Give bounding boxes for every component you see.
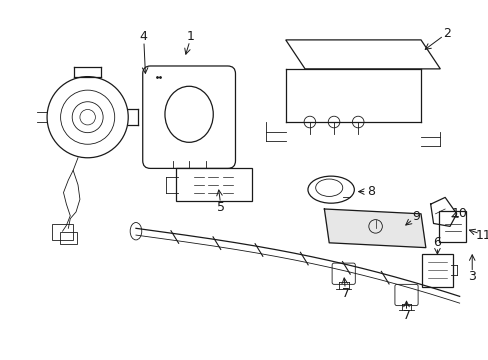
Text: 6: 6 [432, 236, 441, 249]
Text: 1: 1 [187, 31, 195, 44]
Text: 7: 7 [402, 309, 409, 322]
Text: 9: 9 [411, 210, 419, 223]
Text: 7: 7 [341, 287, 349, 300]
Text: 3: 3 [468, 270, 475, 283]
Polygon shape [324, 209, 425, 248]
Text: 10: 10 [451, 207, 467, 220]
Text: 8: 8 [366, 185, 374, 198]
Text: 4: 4 [140, 31, 147, 44]
Text: 5: 5 [217, 201, 224, 213]
Text: 2: 2 [442, 27, 450, 40]
Text: 11: 11 [475, 229, 488, 242]
